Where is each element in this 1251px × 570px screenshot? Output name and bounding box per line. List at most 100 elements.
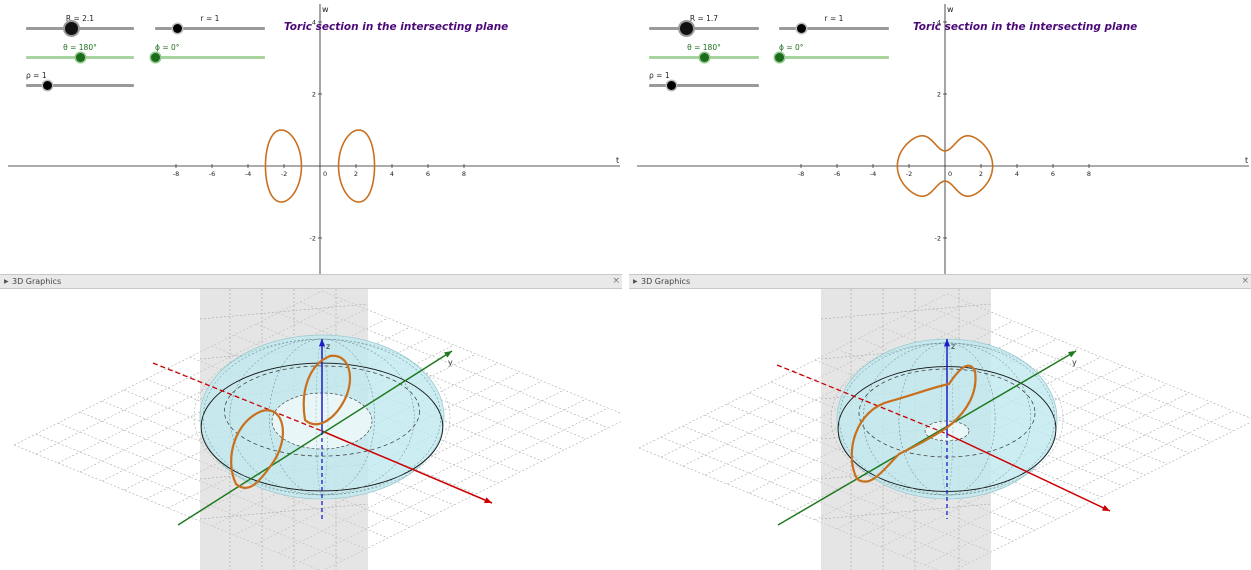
- grid-line: [836, 348, 1146, 476]
- collapse-triangle-icon[interactable]: ▶: [4, 278, 9, 285]
- x-tick-label: -8: [798, 170, 804, 178]
- close-icon[interactable]: ×: [612, 276, 620, 286]
- slider-theta-knob[interactable]: [75, 53, 85, 62]
- grid-line: [954, 421, 1251, 570]
- slider-rho-knob[interactable]: [666, 81, 676, 90]
- grid-line: [880, 326, 1190, 454]
- slider-r-knob[interactable]: [796, 24, 806, 33]
- slider-R-track[interactable]: [649, 27, 759, 30]
- slider-theta-label: θ = 180°: [687, 43, 721, 52]
- x-axis-arrowhead: [484, 497, 492, 503]
- slider-r-track[interactable]: [779, 27, 889, 30]
- grid-line: [902, 315, 1212, 443]
- slider-rho-track[interactable]: [649, 84, 759, 87]
- slider-rho[interactable]: ρ = 1: [649, 71, 759, 91]
- slider-R-knob[interactable]: [64, 22, 78, 35]
- slider-R-label: R = 1.7: [689, 14, 719, 23]
- torus-meridian: [203, 338, 441, 496]
- y-axis-label: y: [1072, 358, 1077, 367]
- grid-line: [255, 323, 565, 451]
- slider-rho-label: ρ = 1: [26, 71, 47, 80]
- slider-theta[interactable]: θ = 180°: [26, 43, 134, 63]
- y-tick-label: -2: [935, 235, 941, 243]
- grid-line: [299, 301, 609, 429]
- y-axis-arrowhead: [1068, 351, 1076, 358]
- graphics-3d-title: 3D Graphics: [641, 277, 691, 286]
- x-tick-label: 4: [390, 170, 394, 178]
- scene-3d[interactable]: yz: [0, 289, 622, 570]
- grid-line: [123, 389, 433, 517]
- grid-line: [321, 290, 622, 415]
- slider-r-knob[interactable]: [172, 24, 182, 33]
- y-axis: [777, 350, 1077, 526]
- y-axis-label: y: [448, 358, 453, 367]
- slider-r[interactable]: r = 1: [779, 14, 889, 34]
- x-tick-label: 8: [1087, 170, 1091, 178]
- slider-R[interactable]: R = 1.7: [649, 14, 759, 35]
- scene-3d[interactable]: yz: [629, 289, 1251, 570]
- slider-r-label: r = 1: [824, 14, 844, 23]
- slider-R-label: R = 2.1: [65, 14, 95, 23]
- x-tick-label: 4: [1015, 170, 1019, 178]
- plane-grid-line: [820, 503, 992, 520]
- slider-phi-track[interactable]: [155, 56, 265, 59]
- slider-phi-knob[interactable]: [774, 53, 784, 62]
- x-tick-label: 6: [1051, 170, 1055, 178]
- slider-rho-label: ρ = 1: [649, 71, 670, 80]
- slider-phi-track[interactable]: [779, 56, 889, 59]
- graphics-3d-title: 3D Graphics: [12, 277, 62, 286]
- slider-theta[interactable]: θ = 180°: [649, 43, 759, 63]
- graph-2d[interactable]: t w -8 -6 -4 -2 0 2 4 6 8 4 2 -2: [629, 0, 1251, 274]
- x-axis-arrowhead: [1102, 505, 1110, 511]
- slider-R-track[interactable]: [26, 27, 134, 30]
- graphics-3d-header[interactable]: ▶ 3D Graphics ×: [0, 274, 622, 289]
- grid-line: [770, 381, 1080, 509]
- slider-R[interactable]: R = 2.1: [26, 14, 134, 35]
- slider-phi[interactable]: ϕ = 0°: [150, 43, 265, 63]
- plane-grid-line: [199, 503, 369, 520]
- panel-separator: [622, 0, 629, 570]
- x-tick-label: 2: [979, 170, 983, 178]
- graph-title: Toric section in the intersecting plane: [913, 21, 1138, 33]
- x-axis-hidden: [152, 362, 323, 432]
- graphics-view-2d[interactable]: t w -8 -6 -4 -2 0 2 4 6 8 4 2 -2 Toric section in the…: [629, 0, 1251, 274]
- slider-phi[interactable]: ϕ = 0°: [774, 43, 889, 63]
- torus-meridian: [898, 342, 996, 496]
- applet-panel-left: t w -8 -6 -4 -2 0 2 4 6 8 4 2 -2 Toric section in the…: [0, 0, 622, 570]
- section-curve-3d: [230, 409, 284, 489]
- slider-R-knob[interactable]: [679, 22, 693, 35]
- slider-r-track[interactable]: [155, 27, 265, 30]
- close-icon[interactable]: ×: [1241, 276, 1249, 286]
- plane-grid-line: [199, 303, 369, 320]
- x-tick-label: 6: [426, 170, 430, 178]
- axis-w-label: w: [947, 5, 954, 14]
- grid-line: [145, 378, 455, 506]
- x-axis-hidden: [776, 364, 948, 435]
- applet-panel-right: t w -8 -6 -4 -2 0 2 4 6 8 4 2 -2 Toric section in the…: [629, 0, 1251, 570]
- graphics-3d-header[interactable]: ▶ 3D Graphics ×: [629, 274, 1251, 289]
- x-axis: [946, 433, 1111, 512]
- graphics-view-2d[interactable]: t w -8 -6 -4 -2 0 2 4 6 8 4 2 -2 Toric section in the…: [0, 0, 622, 274]
- slider-rho-track[interactable]: [26, 84, 134, 87]
- graph-2d[interactable]: t w -8 -6 -4 -2 0 2 4 6 8 4 2 -2: [0, 0, 622, 274]
- slider-phi-label: ϕ = 0°: [155, 43, 180, 52]
- section-curve-3d: [850, 364, 977, 483]
- slider-phi-knob[interactable]: [150, 53, 160, 62]
- slider-r[interactable]: r = 1: [155, 14, 265, 34]
- grid-line: [814, 359, 1124, 487]
- x-tick-label: -6: [209, 170, 215, 178]
- axis-t-label: t: [616, 156, 619, 165]
- slider-theta-knob[interactable]: [699, 53, 709, 62]
- grid-line: [277, 312, 587, 440]
- x-tick-label: 8: [462, 170, 466, 178]
- z-axis-arrowhead: [943, 339, 951, 347]
- collapse-triangle-icon[interactable]: ▶: [633, 278, 638, 285]
- slider-rho-knob[interactable]: [43, 81, 53, 90]
- y-tick-label: 2: [312, 91, 316, 99]
- axis-t-label: t: [1245, 156, 1248, 165]
- x-axis: [321, 430, 493, 504]
- slider-theta-label: θ = 180°: [63, 43, 97, 52]
- slider-rho[interactable]: ρ = 1: [26, 71, 134, 91]
